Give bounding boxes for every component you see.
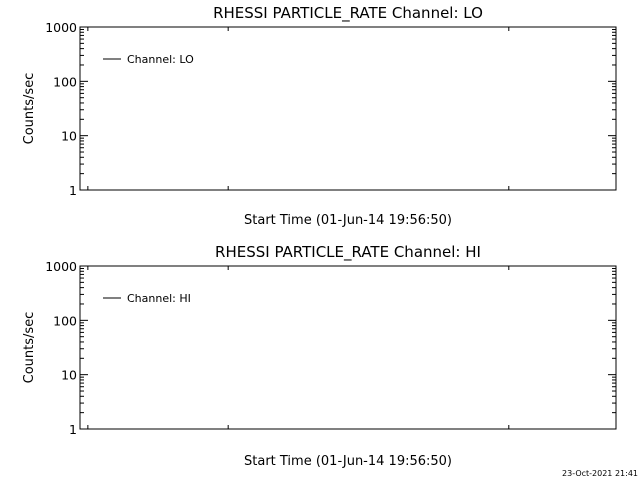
legend-label: Channel: LO <box>127 53 194 66</box>
date-stamp: 23-Oct-2021 21:41 <box>562 469 638 478</box>
y-tick-label: 1 <box>69 183 77 198</box>
panel-hi: RHESSI PARTICLE_RATE Channel: HI Start Ti… <box>22 243 617 469</box>
y-tick-label: 100 <box>53 313 77 328</box>
chart-title: RHESSI PARTICLE_RATE Channel: LO <box>213 4 483 23</box>
y-axis-label: Counts/sec <box>22 312 37 384</box>
chart-title: RHESSI PARTICLE_RATE Channel: HI <box>215 243 481 262</box>
y-tick-label: 1000 <box>45 259 77 274</box>
y-axis-label: Counts/sec <box>22 73 37 145</box>
legend-label: Channel: HI <box>127 292 191 305</box>
y-tick-label: 100 <box>53 74 77 89</box>
y-tick-label: 1000 <box>45 20 77 35</box>
x-axis-label: Start Time (01-Jun-14 19:56:50) <box>244 213 452 228</box>
y-tick-label: 10 <box>61 129 77 144</box>
panel-lo: RHESSI PARTICLE_RATE Channel: LO Start Ti… <box>22 4 617 228</box>
plot-frame <box>79 26 617 191</box>
y-tick-label: 10 <box>61 368 77 383</box>
x-axis-label: Start Time (01-Jun-14 19:56:50) <box>244 454 452 469</box>
plot-frame <box>79 265 617 430</box>
y-tick-label: 1 <box>69 422 77 437</box>
